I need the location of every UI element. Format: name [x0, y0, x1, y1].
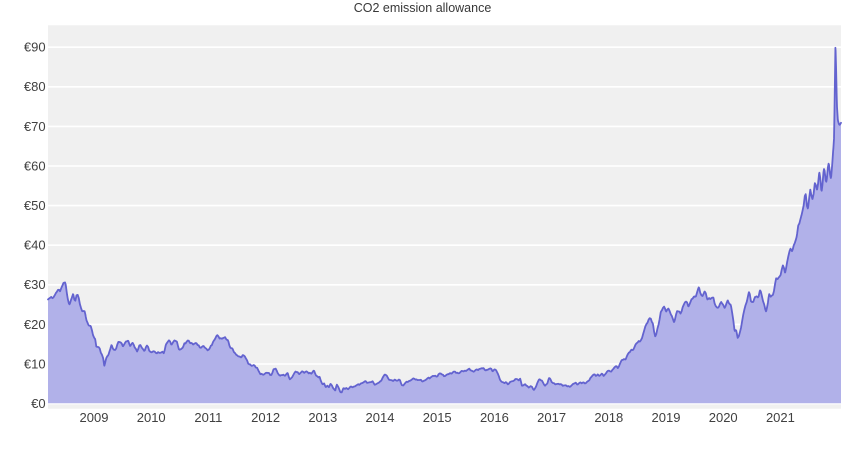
svg-text:2011: 2011 [194, 410, 222, 425]
svg-text:2020: 2020 [709, 410, 738, 425]
svg-text:€20: €20 [24, 317, 46, 332]
svg-text:2017: 2017 [537, 410, 566, 425]
svg-text:2013: 2013 [308, 410, 337, 425]
svg-text:2015: 2015 [423, 410, 452, 425]
svg-text:€10: €10 [24, 356, 46, 371]
svg-text:€50: €50 [24, 198, 46, 213]
svg-text:€70: €70 [24, 119, 46, 134]
svg-text:2021: 2021 [766, 410, 795, 425]
svg-text:2014: 2014 [366, 410, 395, 425]
svg-text:2016: 2016 [480, 410, 509, 425]
svg-text:2010: 2010 [137, 410, 166, 425]
svg-text:€60: €60 [24, 158, 46, 173]
svg-text:2009: 2009 [80, 410, 109, 425]
svg-text:CO2 emission allowance: CO2 emission allowance [354, 1, 492, 15]
svg-text:€30: €30 [24, 277, 46, 292]
svg-text:€40: €40 [24, 238, 46, 253]
svg-text:€80: €80 [24, 79, 46, 94]
svg-text:€90: €90 [24, 40, 46, 55]
svg-text:€0: €0 [31, 396, 45, 411]
svg-text:2012: 2012 [251, 410, 280, 425]
svg-text:2019: 2019 [652, 410, 681, 425]
svg-text:2018: 2018 [594, 410, 623, 425]
